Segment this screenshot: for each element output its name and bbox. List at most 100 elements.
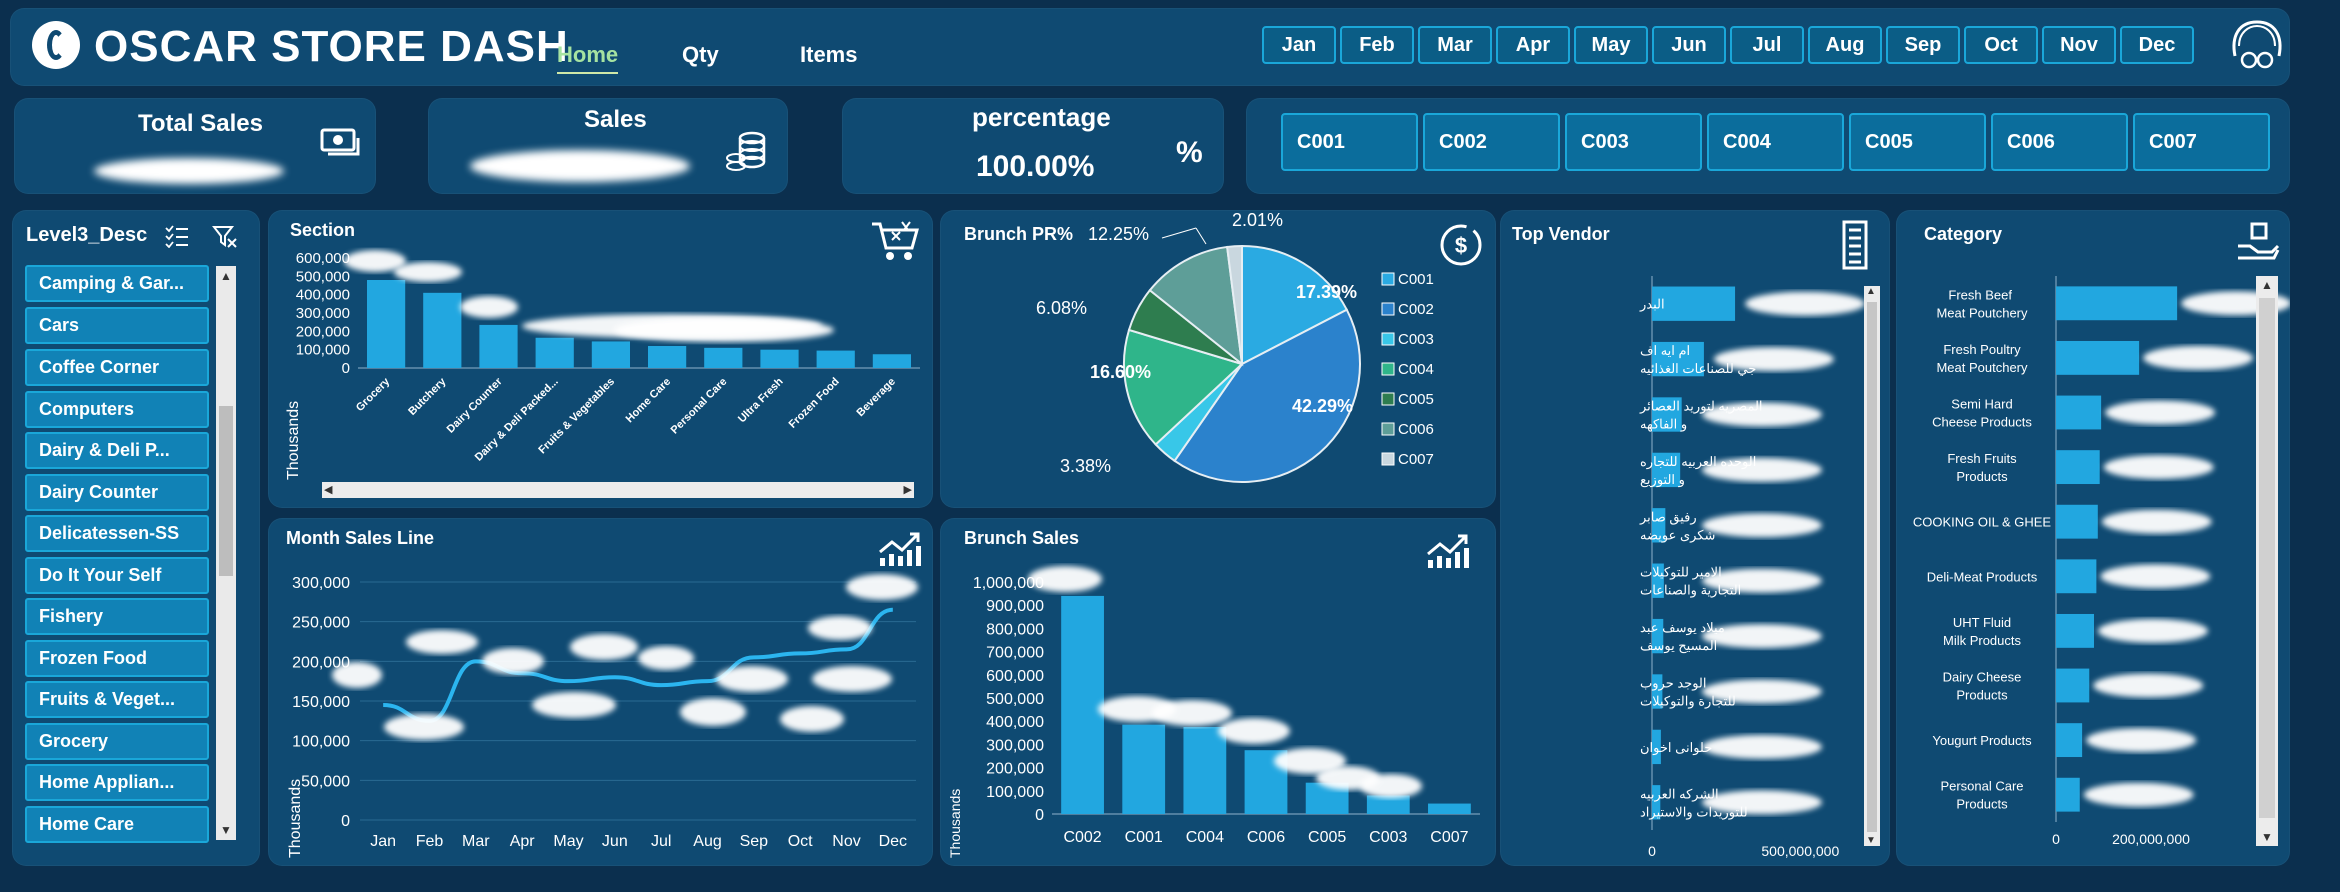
slicer-item[interactable]: Computers bbox=[25, 391, 209, 428]
slicer-item[interactable]: Home Care bbox=[25, 806, 209, 843]
redacted-label bbox=[680, 698, 746, 726]
slicer-item[interactable]: Camping & Gar... bbox=[25, 265, 209, 302]
slicer-item[interactable]: Frozen Food bbox=[25, 640, 209, 677]
y-tick-label: 250,000 bbox=[292, 615, 350, 632]
scroll-right-arrow-icon[interactable]: ▶ bbox=[903, 484, 912, 496]
month-sep[interactable]: Sep bbox=[1886, 26, 1960, 64]
redacted-label bbox=[1218, 718, 1290, 744]
bar bbox=[2056, 613, 2094, 648]
redacted-label bbox=[1702, 679, 1822, 704]
month-feb[interactable]: Feb bbox=[1340, 26, 1414, 64]
x-tick-label: Jul bbox=[651, 833, 671, 850]
growth-chart-icon bbox=[879, 532, 921, 566]
legend-label: C003 bbox=[1398, 331, 1434, 348]
month-jun[interactable]: Jun bbox=[1652, 26, 1726, 64]
slicer-item[interactable]: Coffee Corner bbox=[25, 349, 209, 386]
redacted-label bbox=[1702, 734, 1822, 759]
slicer-item[interactable]: Home Applian... bbox=[25, 764, 209, 801]
y-tick-label: 400,000 bbox=[296, 287, 350, 304]
scroll-thumb[interactable] bbox=[219, 406, 233, 576]
branch-btn-c007[interactable]: C007 bbox=[2133, 113, 2270, 171]
slicer-item[interactable]: Do It Your Self bbox=[25, 557, 209, 594]
legend-swatch bbox=[1381, 422, 1395, 436]
redacted-label bbox=[2101, 509, 2212, 534]
month-oct[interactable]: Oct bbox=[1964, 26, 2038, 64]
scroll-down-arrow-icon[interactable]: ▼ bbox=[2261, 830, 2273, 844]
user-avatar-icon[interactable] bbox=[2225, 16, 2289, 78]
line-chart-panel: Month Sales Line 0 50,000 100,000 150,000 20… bbox=[268, 518, 933, 866]
month-may[interactable]: May bbox=[1574, 26, 1648, 64]
vendor-chart-title: Top Vendor bbox=[1512, 224, 1610, 244]
branch-btn-c005[interactable]: C005 bbox=[1849, 113, 1986, 171]
month-apr[interactable]: Apr bbox=[1496, 26, 1570, 64]
pie-slice bbox=[1241, 244, 1349, 366]
bar bbox=[647, 346, 687, 368]
y-tick-label: 500,000 bbox=[986, 691, 1044, 708]
slicer-item[interactable]: Dairy Counter bbox=[25, 474, 209, 511]
nav-home[interactable]: Home bbox=[557, 42, 619, 74]
category-label: Dairy Cheese Products bbox=[1943, 670, 2022, 703]
bar bbox=[872, 354, 912, 368]
redacted-label bbox=[1702, 624, 1822, 649]
x-tick-label: Mar bbox=[462, 833, 490, 850]
scroll-left-arrow-icon[interactable]: ◀ bbox=[324, 484, 333, 496]
slicer-item[interactable]: Cars bbox=[25, 307, 209, 344]
scroll-down-arrow-icon[interactable]: ▼ bbox=[1866, 835, 1876, 846]
multi-select-icon[interactable] bbox=[164, 224, 190, 248]
month-dec[interactable]: Dec bbox=[2120, 26, 2194, 64]
y-tick-label: 100,000 bbox=[292, 734, 350, 751]
x-tick-label: C003 bbox=[1369, 829, 1407, 846]
bar bbox=[2056, 340, 2140, 375]
branch-btn-c006[interactable]: C006 bbox=[1991, 113, 2128, 171]
branch-btn-c003[interactable]: C003 bbox=[1565, 113, 1702, 171]
y-axis-title: Thousands bbox=[287, 779, 304, 858]
nav-qty[interactable]: Qty bbox=[682, 42, 719, 67]
y-tick-label: 50,000 bbox=[301, 773, 350, 790]
x-tick-label: Aug bbox=[693, 833, 721, 850]
month-mar[interactable]: Mar bbox=[1418, 26, 1492, 64]
scroll-up-arrow-icon[interactable]: ▲ bbox=[2261, 278, 2273, 292]
slicer-item[interactable]: Grocery bbox=[25, 723, 209, 760]
slicer-item[interactable]: Fishery bbox=[25, 598, 209, 635]
building-icon bbox=[1842, 220, 1868, 270]
pie-data-label: 6.08% bbox=[1036, 298, 1087, 318]
slicer-item[interactable]: Dairy & Deli P... bbox=[25, 432, 209, 469]
x-tick-label: 200,000,000 bbox=[2112, 831, 2190, 847]
branch-btn-c002[interactable]: C002 bbox=[1423, 113, 1560, 171]
bar bbox=[2056, 777, 2080, 812]
scroll-thumb[interactable] bbox=[2259, 298, 2275, 818]
nav-items[interactable]: Items bbox=[800, 42, 858, 67]
branch-btn-c001[interactable]: C001 bbox=[1281, 113, 1418, 171]
x-tick-label: C004 bbox=[1186, 829, 1224, 846]
bar bbox=[1652, 618, 1664, 654]
month-jan[interactable]: Jan bbox=[1262, 26, 1336, 64]
x-tick-label: 0 bbox=[2052, 831, 2060, 847]
branch-btn-c004[interactable]: C004 bbox=[1707, 113, 1844, 171]
scroll-down-arrow-icon[interactable]: ▼ bbox=[220, 823, 232, 837]
scroll-up-arrow-icon[interactable]: ▲ bbox=[220, 269, 232, 283]
vendor-scrollbar[interactable]: ▲ ▼ bbox=[1864, 286, 1880, 846]
slicer-item[interactable]: Delicatessen-SS bbox=[25, 515, 209, 552]
slicer-item[interactable]: Fruits & Veget... bbox=[25, 681, 209, 718]
section-h-scrollbar[interactable]: ◀ ▶ bbox=[322, 482, 914, 498]
slicer-scrollbar[interactable]: ▲ ▼ bbox=[216, 266, 236, 840]
clear-filter-icon[interactable] bbox=[212, 224, 238, 248]
category-label: Personal Care Products bbox=[1940, 779, 2023, 812]
x-tick-label: Jun bbox=[602, 833, 628, 850]
scroll-thumb[interactable] bbox=[1867, 302, 1877, 832]
redacted-label bbox=[2098, 618, 2208, 643]
bar bbox=[591, 341, 631, 368]
month-jul[interactable]: Jul bbox=[1730, 26, 1804, 64]
month-aug[interactable]: Aug bbox=[1808, 26, 1882, 64]
scroll-up-arrow-icon[interactable]: ▲ bbox=[1866, 286, 1876, 297]
x-tick-label: Personal Care bbox=[669, 376, 730, 437]
kpi-percentage-label: percentage bbox=[972, 102, 1111, 132]
slicer-title: Level3_Desc bbox=[26, 224, 148, 246]
category-scrollbar[interactable]: ▲ ▼ bbox=[2256, 276, 2278, 846]
redacted-label bbox=[808, 616, 872, 640]
month-nov[interactable]: Nov bbox=[2042, 26, 2116, 64]
bar bbox=[1428, 803, 1471, 814]
bar bbox=[816, 350, 855, 368]
x-tick-label: Dec bbox=[879, 833, 907, 850]
